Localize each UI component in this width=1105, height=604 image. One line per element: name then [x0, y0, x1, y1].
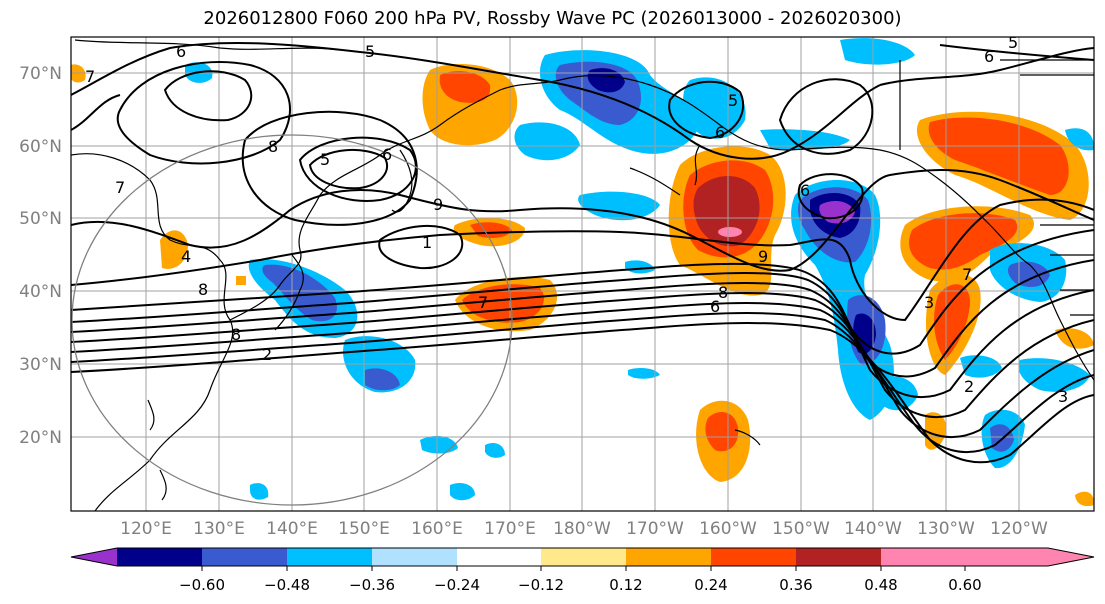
contour-label: 9: [433, 195, 443, 214]
contour-label: 8: [231, 325, 241, 344]
contour-label: 5: [728, 91, 738, 110]
lat-label-60: 60°N: [19, 137, 62, 157]
lon-label: 140°W: [844, 519, 902, 539]
contour-label: 4: [181, 247, 191, 266]
colorbar-segment: [457, 548, 541, 566]
lon-label: 150°W: [772, 519, 830, 539]
colorbar-tick: 0.24: [694, 576, 727, 594]
contour-label: 3: [924, 293, 934, 312]
lon-label: 160°W: [699, 519, 757, 539]
lat-label-70: 70°N: [19, 64, 62, 84]
lon-label: 130°W: [917, 519, 975, 539]
colorbar-tick: −0.48: [264, 576, 310, 594]
colorbar: −0.60 −0.48 −0.36 −0.24 −0.12 0.12 0.24 …: [70, 547, 1095, 594]
contour-label: 8: [268, 137, 278, 156]
lon-label: 130°E: [193, 519, 245, 539]
longitude-labels: 120°E 130°E 140°E 150°E 160°E 170°E 180°…: [120, 519, 1048, 539]
contour-label: 6: [715, 123, 725, 142]
contour-label: 3: [1058, 387, 1068, 406]
colorbar-tick: 0.36: [779, 576, 812, 594]
lat-label-40: 40°N: [19, 282, 62, 302]
colorbar-segment: [202, 548, 287, 566]
lon-label: 160°E: [411, 519, 463, 539]
contour-label: 6: [710, 297, 720, 316]
latitude-labels: 70°N 60°N 50°N 40°N 30°N 20°N: [19, 64, 62, 448]
lat-label-30: 30°N: [19, 355, 62, 375]
contour-label: 9: [758, 247, 768, 266]
lon-label: 120°W: [990, 519, 1048, 539]
lon-label: 170°W: [626, 519, 684, 539]
contour-label: 7: [478, 293, 488, 312]
colorbar-segment: [287, 548, 372, 566]
contour-label: 7: [85, 67, 95, 86]
coastlines: [71, 39, 1094, 511]
colorbar-tick: −0.24: [434, 576, 480, 594]
colorbar-extend-min: [71, 548, 117, 566]
contour-label: 6: [984, 47, 994, 66]
contour-label: 2: [262, 345, 272, 364]
colorbar-segment: [117, 548, 202, 566]
lon-label: 140°E: [266, 519, 318, 539]
contour-label: 5: [1008, 33, 1018, 52]
colorbar-segment: [965, 548, 1048, 566]
colorbar-segment: [881, 548, 965, 566]
colorbar-tick: −0.60: [179, 576, 225, 594]
colorbar-segment: [541, 548, 626, 566]
colorbar-outline: [70, 547, 1095, 567]
lon-label: 120°E: [120, 519, 172, 539]
colorbar-segment: [711, 548, 796, 566]
colorbar-segment: [796, 548, 881, 566]
map-border: [70, 36, 1095, 512]
contour-label: 8: [718, 283, 728, 302]
contour-label: 5: [320, 150, 330, 169]
colorbar-tick: −0.12: [518, 576, 564, 594]
lon-label: 150°E: [338, 519, 390, 539]
colorbar-tick: 0.60: [948, 576, 981, 594]
map-circle: [71, 134, 513, 506]
contour-label: 7: [962, 265, 972, 284]
lat-label-50: 50°N: [19, 209, 62, 229]
lon-label: 170°E: [484, 519, 536, 539]
colorbar-segment: [372, 548, 457, 566]
colorbar-tick: −0.36: [349, 576, 395, 594]
contour-label: 6: [176, 42, 186, 61]
contour-label: 6: [382, 145, 392, 164]
contour-label: 7: [115, 178, 125, 197]
contour-label: 5: [365, 42, 375, 61]
contour-label: 8: [198, 280, 208, 299]
colorbar-segment: [626, 548, 711, 566]
contour-label: 1: [422, 233, 432, 252]
lon-label: 180°W: [553, 519, 611, 539]
map-title: 2026012800 F060 200 hPa PV, Rossby Wave …: [203, 8, 902, 29]
colorbar-tick: 0.12: [609, 576, 642, 594]
pv-contours: [71, 42, 1094, 464]
contour-label: 2: [964, 377, 974, 396]
contour-label: 6: [800, 181, 810, 200]
lat-label-20: 20°N: [19, 428, 62, 448]
colorbar-tick: 0.48: [864, 576, 897, 594]
contour-labels: 6 5 7 8 6 5 6 9 7 8 4 8 2 7 1 6 8 9 6 5 …: [85, 33, 1068, 406]
colorbar-extend-max: [1048, 548, 1094, 566]
